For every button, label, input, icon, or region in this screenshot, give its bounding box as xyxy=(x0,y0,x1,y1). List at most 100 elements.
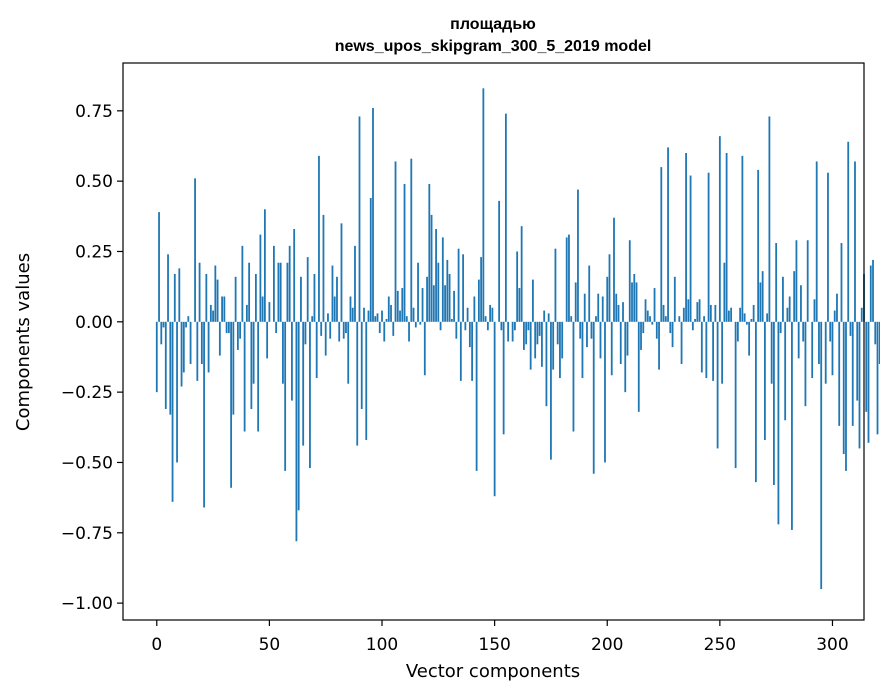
bar-28 xyxy=(218,321,221,356)
bar-164 xyxy=(525,321,528,345)
bar-123 xyxy=(432,285,435,322)
bar-135 xyxy=(459,321,462,381)
bar-146 xyxy=(484,316,487,322)
bar-176 xyxy=(552,321,555,370)
bar-228 xyxy=(669,321,672,334)
bar-167 xyxy=(532,279,534,322)
bar-138 xyxy=(466,307,469,322)
bar-236 xyxy=(687,299,690,322)
bar-37 xyxy=(239,321,242,339)
bar-114 xyxy=(412,307,415,322)
y-axis-ticks: −1.00 −0.75 −0.50 −0.25 0.00 0.25 0.50 0.75 xyxy=(61,102,123,614)
bar-2 xyxy=(160,321,163,345)
bar-162 xyxy=(520,226,523,322)
bar-78 xyxy=(331,265,334,322)
bar-137 xyxy=(464,321,467,331)
bar-311 xyxy=(856,321,859,401)
bar-319 xyxy=(874,321,877,345)
bar-281 xyxy=(788,296,791,322)
bar-3 xyxy=(162,321,165,328)
bar-310 xyxy=(854,161,856,322)
y-tick-label: 0.25 xyxy=(75,242,113,262)
bar-34 xyxy=(232,321,235,415)
bar-166 xyxy=(529,321,532,370)
bar-275 xyxy=(775,243,778,322)
bar-196 xyxy=(597,293,600,322)
bar-255 xyxy=(730,307,733,322)
bar-212 xyxy=(633,273,636,322)
bar-7 xyxy=(171,321,174,502)
bar-168 xyxy=(534,321,537,359)
bar-95 xyxy=(369,198,372,322)
bar-67 xyxy=(306,257,309,322)
bar-89 xyxy=(356,321,359,446)
bar-205 xyxy=(617,304,620,322)
bar-252 xyxy=(723,262,726,322)
bar-8 xyxy=(173,273,176,322)
bar-17 xyxy=(194,178,196,322)
bar-11 xyxy=(180,321,183,387)
x-tick-label: 100 xyxy=(366,635,398,655)
bar-257 xyxy=(734,321,737,469)
bar-35 xyxy=(234,276,237,322)
bar-161 xyxy=(518,288,521,322)
bar-121 xyxy=(428,183,431,322)
bar-177 xyxy=(554,248,557,322)
bar-41 xyxy=(248,262,251,322)
bar-44 xyxy=(254,273,257,322)
bar-66 xyxy=(304,321,307,345)
bar-59 xyxy=(288,245,291,322)
bar-122 xyxy=(430,214,433,322)
bar-154 xyxy=(502,321,505,435)
bar-234 xyxy=(682,307,685,322)
bar-193 xyxy=(590,321,593,339)
bar-97 xyxy=(374,316,377,322)
bar-185 xyxy=(572,321,575,432)
bar-204 xyxy=(615,293,618,322)
bar-270 xyxy=(764,321,766,440)
bar-40 xyxy=(245,304,248,322)
bar-302 xyxy=(836,293,838,322)
bar-13 xyxy=(185,321,187,328)
bar-165 xyxy=(527,321,530,331)
bar-244 xyxy=(705,321,708,379)
bar-284 xyxy=(795,240,798,322)
y-tick-label: −0.25 xyxy=(61,383,113,403)
bar-150 xyxy=(493,321,496,497)
bar-175 xyxy=(550,321,552,460)
bar-145 xyxy=(482,88,485,322)
bar-233 xyxy=(680,321,683,365)
bar-279 xyxy=(784,321,787,421)
bar-199 xyxy=(604,321,606,463)
bar-130 xyxy=(448,273,451,322)
bar-147 xyxy=(486,321,489,331)
bar-75 xyxy=(324,321,327,356)
bar-227 xyxy=(667,147,669,322)
bar-276 xyxy=(777,321,780,525)
bar-197 xyxy=(599,321,602,359)
bar-127 xyxy=(441,237,444,322)
bar-144 xyxy=(480,257,483,322)
bar-271 xyxy=(766,313,769,322)
y-tick-label: 0.50 xyxy=(75,172,113,192)
bar-208 xyxy=(624,321,627,393)
bar-294 xyxy=(818,321,820,365)
bar-4 xyxy=(164,321,167,410)
bar-305 xyxy=(842,321,845,455)
bar-239 xyxy=(694,318,696,322)
bar-100 xyxy=(381,310,383,322)
bar-43 xyxy=(252,321,255,384)
bar-178 xyxy=(556,321,559,345)
bar-27 xyxy=(216,279,219,322)
y-axis-label: Components values xyxy=(13,253,34,431)
bar-136 xyxy=(462,254,464,322)
bar-163 xyxy=(523,321,525,350)
bar-60 xyxy=(291,321,293,401)
bar-184 xyxy=(570,316,573,322)
bar-195 xyxy=(595,316,597,322)
bar-81 xyxy=(338,321,341,342)
bar-209 xyxy=(626,321,629,356)
bar-129 xyxy=(446,259,449,322)
bar-251 xyxy=(721,321,724,384)
bar-202 xyxy=(610,321,613,376)
